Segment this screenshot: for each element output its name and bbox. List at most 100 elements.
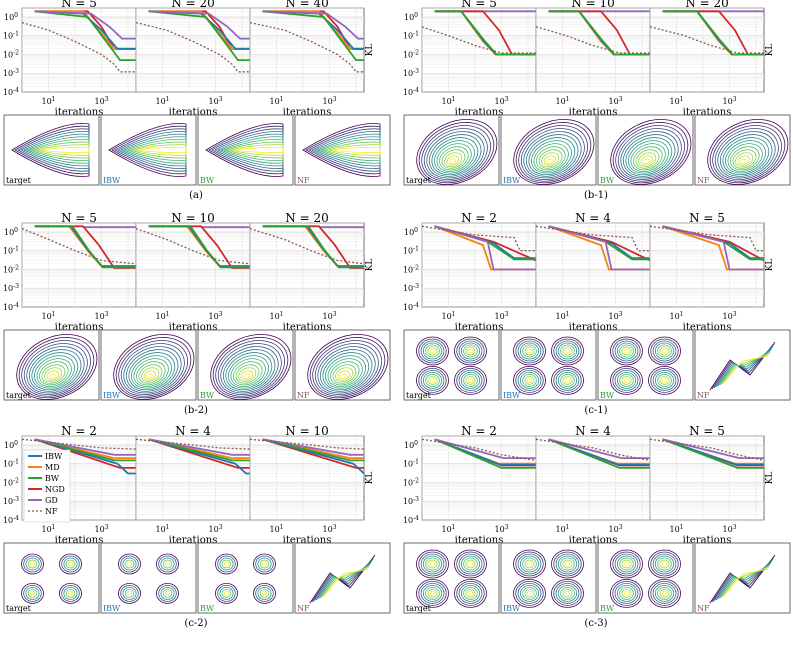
contour-line: [18, 337, 95, 399]
contour-line: [654, 371, 675, 389]
contour-plot: BW: [197, 542, 294, 614]
contour-line: [654, 555, 675, 573]
contour-line: [614, 582, 639, 604]
contour-line: [519, 342, 540, 360]
contour-label: target: [406, 391, 432, 400]
x-axis-label: iterations: [569, 322, 618, 333]
contour-line: [312, 340, 382, 397]
contour-line: [61, 555, 80, 573]
contour-line: [439, 146, 469, 171]
contour-line: [128, 352, 176, 391]
contour-label: IBW: [503, 604, 521, 613]
contour-line: [126, 590, 133, 596]
subplot-title: N = 20: [171, 0, 214, 10]
contour-line: [323, 568, 369, 597]
contour-line: [522, 373, 537, 387]
x-tick-label: 103: [609, 96, 623, 106]
y-tick-label: 10-1: [403, 31, 419, 41]
contour-line: [313, 558, 374, 602]
contour-line: [524, 346, 535, 356]
contour-line: [219, 557, 234, 571]
contour-line: [446, 155, 459, 166]
contour-line: [454, 365, 487, 395]
contour-line: [612, 551, 641, 577]
contour-line: [465, 559, 476, 569]
contour-line: [63, 586, 78, 600]
contour-label: target: [406, 604, 432, 613]
contour-line: [515, 551, 544, 577]
contour-line: [25, 586, 40, 600]
y-tick-label: 10-2: [403, 49, 419, 59]
x-tick-label: 101: [555, 311, 569, 321]
x-tick-label: 101: [155, 311, 169, 321]
contour-line: [553, 580, 582, 606]
subplot-title: N = 10: [285, 424, 328, 438]
series-group: [22, 10, 136, 73]
series-line-GD: [548, 438, 650, 460]
x-tick-label: 103: [495, 96, 509, 106]
contour-plot: NF: [294, 542, 391, 614]
series-line-GD: [148, 438, 250, 456]
contour-plot: NF: [694, 114, 791, 186]
contour-line: [416, 119, 498, 185]
contour-line: [460, 342, 481, 360]
contour-line: [621, 346, 632, 356]
contour-line: [126, 561, 133, 567]
contour-plot: NF: [694, 329, 791, 401]
y-tick-label: 10-3: [3, 496, 19, 506]
x-tick-label: 101: [669, 96, 683, 106]
contour-line: [259, 588, 270, 598]
contour-label: IBW: [103, 391, 121, 400]
contour-line: [253, 553, 276, 575]
contour-line: [31, 352, 79, 391]
contour-line: [21, 582, 44, 604]
x-tick-label: 101: [669, 524, 683, 534]
contour-line: [458, 582, 483, 604]
contour-line: [456, 551, 485, 577]
contour-frame: [3, 542, 100, 614]
contour-line: [717, 131, 776, 179]
panel-caption: (b-1): [584, 190, 608, 201]
series-line-BW: [262, 438, 364, 462]
series-group: [250, 10, 364, 73]
contour-line: [319, 349, 373, 392]
contour-line: [327, 358, 363, 387]
contour-line: [659, 559, 670, 569]
x-axis-label: iterations: [455, 535, 504, 546]
plot-frame: [421, 435, 537, 521]
contour-plot: NF: [694, 542, 791, 614]
contour-plot: IBW: [100, 542, 197, 614]
contour-line: [259, 559, 270, 569]
contour-line: [41, 364, 66, 384]
contour-line: [427, 588, 438, 598]
subplot-title: N = 2: [61, 424, 97, 438]
contour-line: [650, 551, 679, 577]
contour-line: [427, 375, 438, 385]
contour-line: [717, 349, 772, 387]
series-line-NGD: [34, 438, 136, 469]
x-axis-label: iterations: [283, 107, 332, 118]
x-tick-label: 103: [209, 524, 223, 534]
contour-line: [623, 590, 630, 596]
contour-frame: [500, 329, 597, 401]
x-tick-label: 103: [95, 311, 109, 321]
subplot-title: N = 2: [461, 211, 497, 225]
series-group: [250, 225, 364, 269]
contour-plot: IBW: [500, 329, 597, 401]
contour-line: [217, 584, 236, 602]
contour-line: [555, 582, 580, 604]
contour-line: [454, 578, 487, 608]
contour-line: [519, 584, 540, 602]
x-axis-label: iterations: [283, 322, 332, 333]
series-line-NF: [250, 21, 364, 73]
plot-frame: [649, 7, 765, 93]
contour-line: [420, 340, 445, 362]
contour-line: [436, 143, 472, 172]
contour-line: [21, 553, 44, 575]
contour-label: target: [6, 604, 32, 613]
series-line-BW: [662, 10, 764, 56]
contour-line: [162, 559, 173, 569]
series-line-NF: [536, 438, 650, 462]
contour-line: [421, 125, 491, 182]
x-tick-label: 101: [441, 311, 455, 321]
